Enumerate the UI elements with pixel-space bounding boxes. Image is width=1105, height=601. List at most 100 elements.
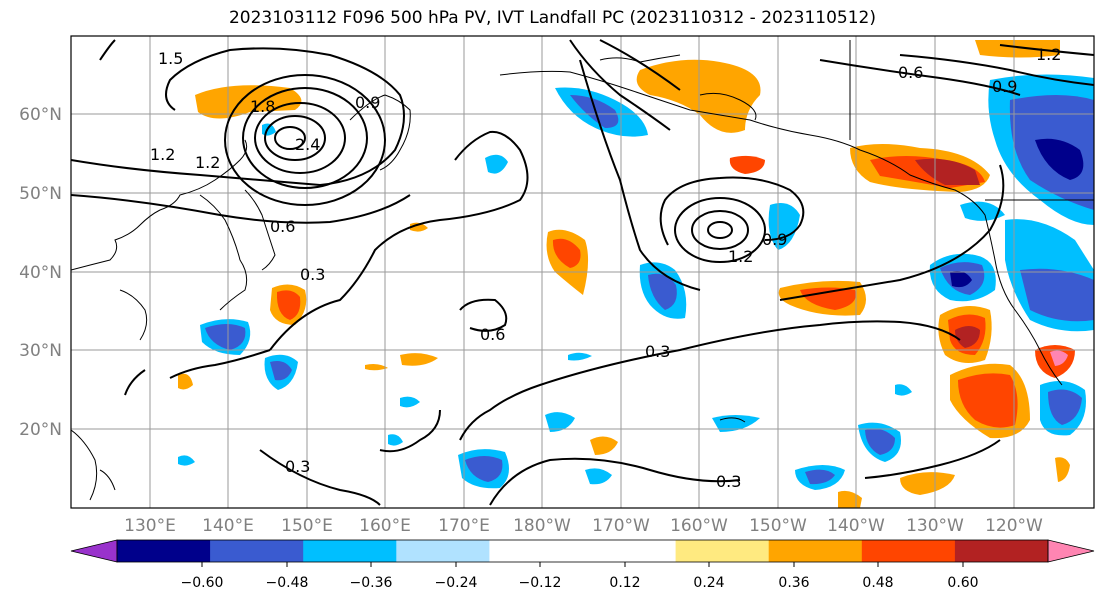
- colorbar-tick: −0.36: [350, 575, 393, 591]
- pv-negative-region: [648, 273, 677, 310]
- colorbar-tick: 0.24: [693, 575, 724, 591]
- colorbar-ticks: −0.60 −0.48 −0.36 −0.24 −0.12 0.12 0.24 …: [181, 575, 979, 591]
- colorbar-segment: [582, 540, 677, 562]
- pv-negative-region: [485, 154, 508, 174]
- colorbar-extend-max: [1047, 539, 1095, 563]
- pv-positive-region: [1050, 350, 1068, 366]
- contour-label: 0.9: [762, 230, 787, 249]
- longitude-labels: 130°E 140°E 150°E 160°E 170°E 180°W 170°…: [124, 516, 1043, 536]
- colorbar-segment: [489, 540, 583, 562]
- lat-label: 60°N: [19, 105, 62, 125]
- colorbar: [70, 539, 1095, 567]
- map-frame: [70, 35, 1095, 509]
- lon-label: 130°E: [124, 516, 176, 536]
- pv-positive-region: [1055, 457, 1070, 482]
- pv-negative-region: [950, 271, 972, 288]
- pv-negative-region: [205, 324, 246, 350]
- pv-negative-region: [388, 434, 403, 446]
- pv-positive-region: [400, 353, 438, 366]
- lat-label: 50°N: [19, 184, 62, 204]
- colorbar-segment: [768, 540, 863, 562]
- colorbar-tick: 0.48: [862, 575, 893, 591]
- colorbar-extend-min: [70, 539, 118, 563]
- pv-negative-region: [400, 396, 420, 408]
- contour-label: 0.3: [716, 472, 741, 491]
- pv-positive-region: [276, 290, 301, 320]
- colorbar-tick: −0.60: [181, 575, 224, 591]
- pv-positive-region: [178, 373, 193, 390]
- pv-positive-region: [729, 155, 765, 174]
- pv-positive-region: [915, 158, 980, 185]
- lon-label: 140°W: [827, 516, 885, 536]
- lat-label: 20°N: [19, 420, 62, 440]
- ivt-contours: [71, 39, 1094, 506]
- map-area: 1.2 1.5 1.8 2.4 0.9 1.2 0.6 0.3 0.6 0.3 …: [71, 36, 1094, 508]
- contour-label: 1.2: [150, 145, 175, 164]
- pv-positive-region: [900, 472, 955, 495]
- colorbar-segment: [675, 540, 770, 562]
- contour-label: 0.3: [300, 265, 325, 284]
- pv-negative-region: [178, 455, 195, 466]
- lon-label: 140°E: [202, 516, 254, 536]
- colorbar-tick: −0.48: [266, 575, 309, 591]
- lon-label: 130°W: [906, 516, 964, 536]
- lat-label: 30°N: [19, 341, 62, 361]
- pv-negative-region: [895, 384, 912, 396]
- lat-label: 40°N: [19, 263, 62, 283]
- latitude-labels: 60°N 50°N 40°N 30°N 20°N: [19, 105, 62, 440]
- contour-label: 1.2: [1036, 45, 1061, 64]
- colorbar-outline: [116, 539, 1049, 563]
- lon-label: 150°E: [281, 516, 333, 536]
- pv-positive-region: [365, 364, 388, 371]
- colorbar-segment: [396, 540, 490, 562]
- pv-negative-region: [1035, 138, 1084, 180]
- colorbar-tick: −0.12: [519, 575, 562, 591]
- pv-positive-region: [975, 40, 1060, 58]
- lon-label: 170°E: [438, 516, 490, 536]
- lon-label: 170°W: [592, 516, 650, 536]
- pv-positive-region: [838, 490, 862, 508]
- pv-negative-region: [545, 412, 575, 432]
- pv-negative-region: [1048, 389, 1082, 425]
- contour-label: 0.9: [992, 77, 1017, 96]
- lon-label: 180°W: [513, 516, 571, 536]
- contour-label: 1.5: [158, 49, 183, 68]
- map-title: 2023103112 F096 500 hPa PV, IVT Landfall…: [228, 8, 876, 28]
- pv-shading: [178, 40, 1094, 508]
- contour-label: 0.3: [645, 342, 670, 361]
- lon-label: 160°W: [670, 516, 728, 536]
- contour-label: 0.6: [898, 63, 923, 82]
- pv-positive-region: [800, 287, 856, 310]
- pv-negative-region: [568, 352, 592, 361]
- lon-label: 150°W: [749, 516, 807, 536]
- contour-label: 1.8: [250, 97, 275, 116]
- contour-label: 0.9: [355, 93, 380, 112]
- colorbar-segment: [954, 540, 1049, 562]
- pv-negative-region: [1020, 268, 1094, 322]
- pv-negative-region: [465, 456, 503, 482]
- contour-label: 0.6: [480, 325, 505, 344]
- coastlines: [71, 40, 1094, 501]
- colorbar-tick: 0.36: [778, 575, 809, 591]
- pv-positive-region: [958, 373, 1018, 428]
- pv-negative-region: [805, 469, 835, 485]
- pv-negative-region: [570, 95, 619, 128]
- pv-negative-region: [865, 428, 895, 455]
- colorbar-tick: 0.12: [609, 575, 640, 591]
- pv-negative-region: [270, 361, 292, 381]
- colorbar-segment: [210, 540, 304, 562]
- pv-negative-region: [585, 468, 612, 485]
- contour-label: 0.6: [270, 217, 295, 236]
- colorbar-segment: [303, 540, 397, 562]
- lon-label: 120°W: [985, 516, 1043, 536]
- colorbar-tick: −0.24: [435, 575, 478, 591]
- contour-labels: 1.2 1.5 1.8 2.4 0.9 1.2 0.6 0.3 0.6 0.3 …: [150, 45, 1061, 491]
- colorbar-tick: 0.60: [947, 575, 978, 591]
- contour-label: 2.4: [295, 135, 320, 154]
- contour-label: 1.2: [728, 247, 753, 266]
- colorbar-segment: [861, 540, 956, 562]
- contour-label: 0.3: [285, 457, 310, 476]
- pv-positive-region: [955, 326, 980, 348]
- pv-positive-region: [590, 436, 618, 455]
